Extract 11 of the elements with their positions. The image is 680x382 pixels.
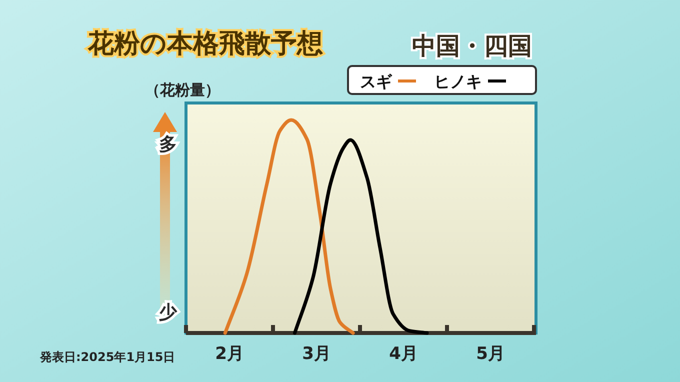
text: 少 [159,302,178,323]
chart-subtitle: 中国・四国 [412,32,532,60]
text: 発表日:2025年1月15日 [39,350,176,364]
x-tick-label: 3月 [302,344,331,364]
x-tick-label: 5月 [476,344,505,364]
chart-title: 花粉の本格飛散予想 [87,29,323,59]
x-tick-label: 4月 [389,344,418,364]
y-axis-title: （花粉量） [145,81,220,99]
legend-label: ヒノキ [434,72,482,91]
legend-label: スギ [360,72,393,91]
x-tick-label: 2月 [215,344,244,364]
